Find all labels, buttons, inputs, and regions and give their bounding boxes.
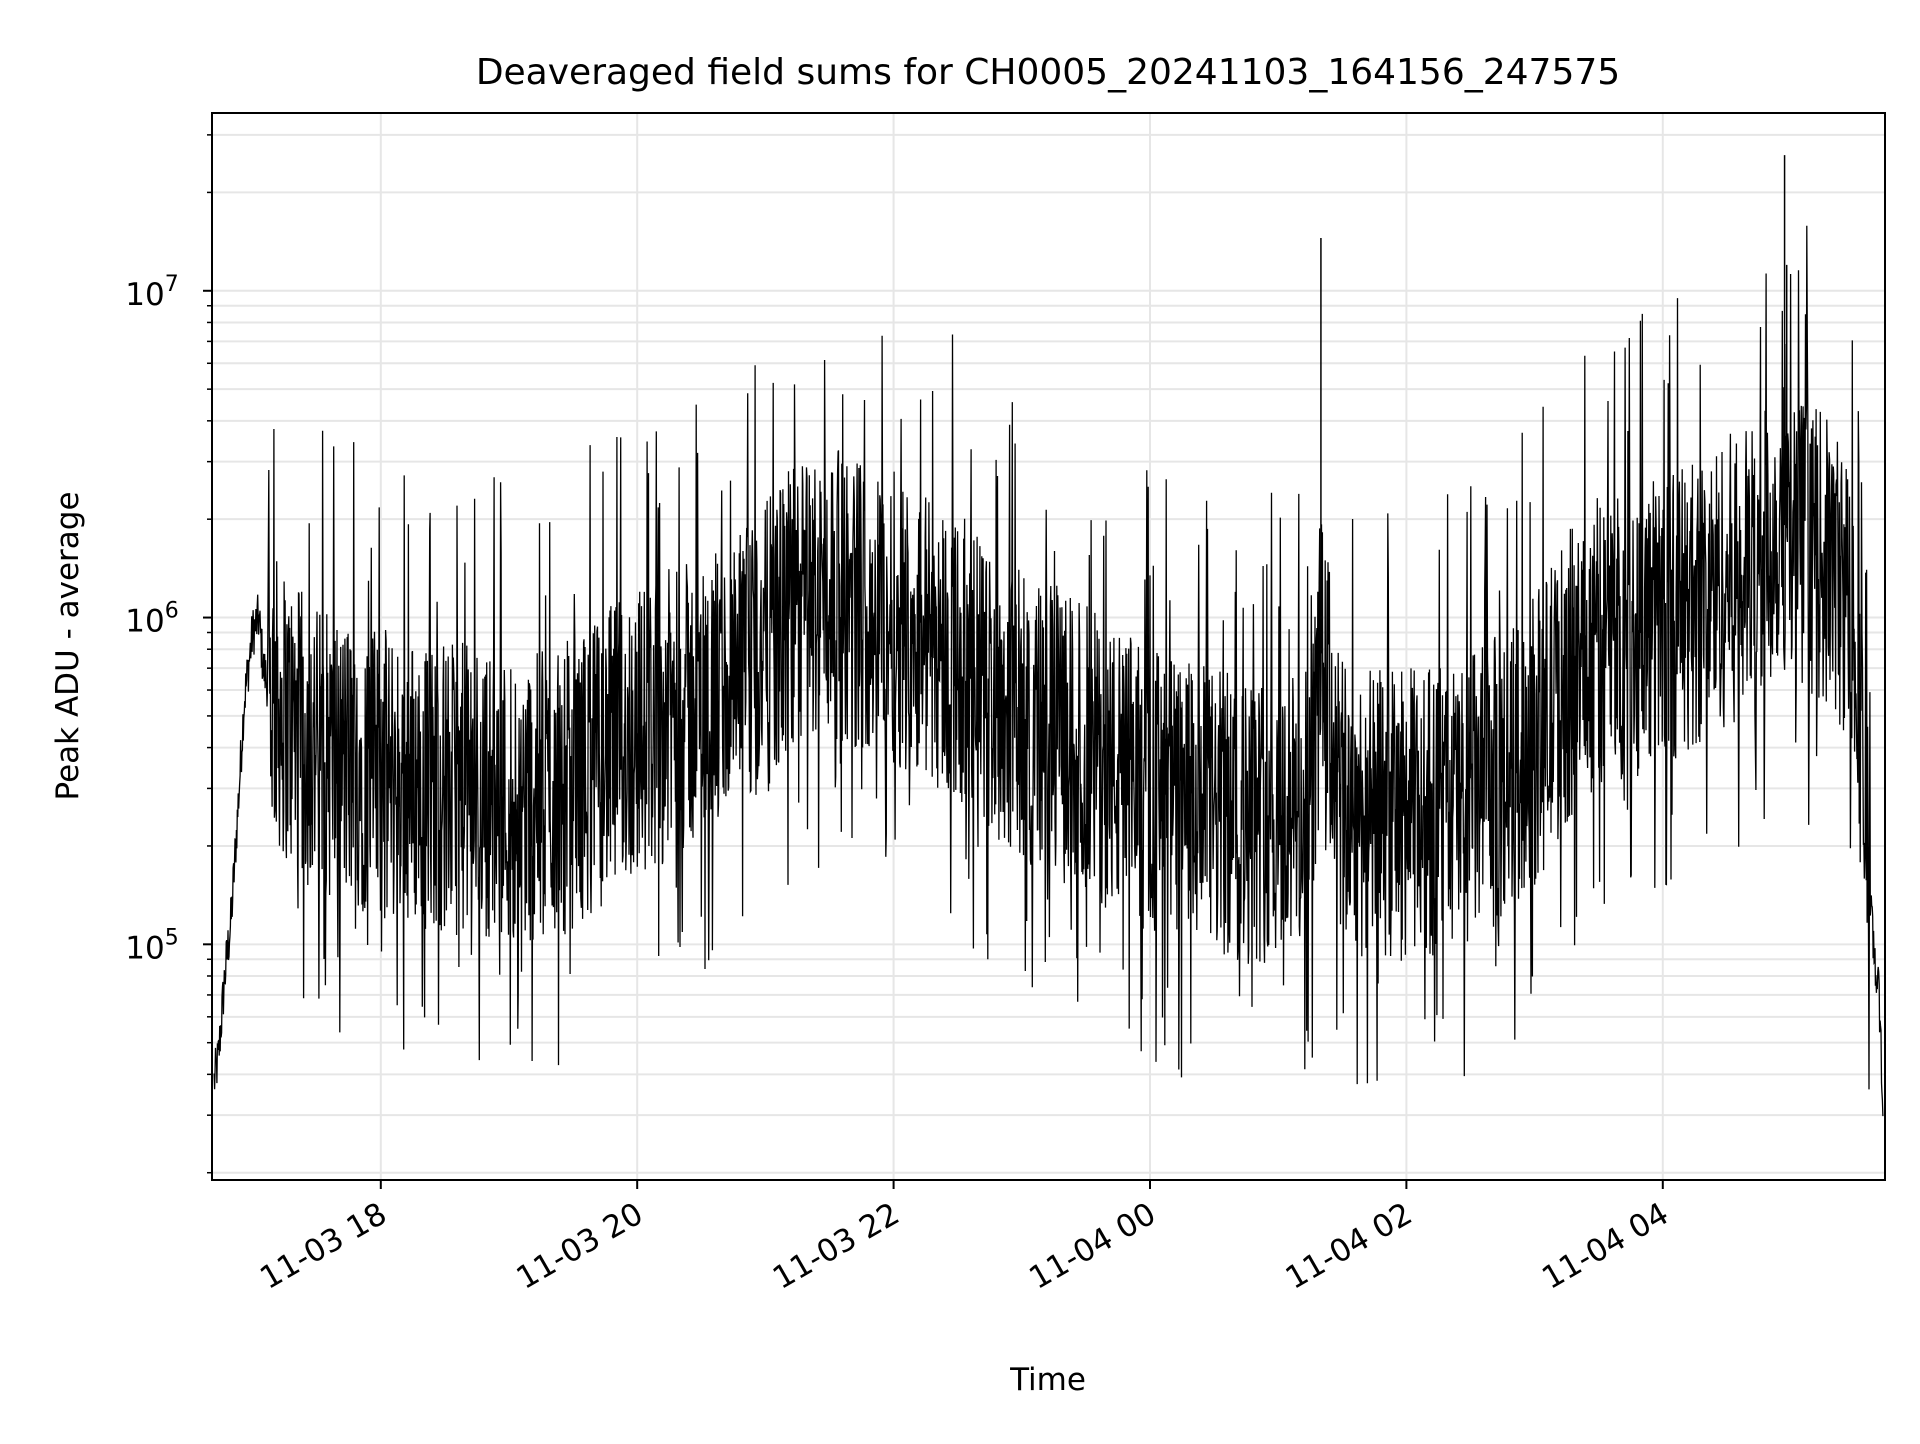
series-layer xyxy=(213,155,1884,1117)
series-line xyxy=(213,225,1884,1117)
y-tick-label: 107 xyxy=(125,272,178,313)
y-tick-label: 106 xyxy=(125,599,178,640)
y-axis-label: Peak ADU - average xyxy=(50,491,86,800)
x-axis-label: Time xyxy=(1009,1362,1086,1398)
plot-frame xyxy=(211,112,1886,1181)
y-tick-label: 105 xyxy=(125,925,178,966)
chart-title: Deaveraged field sums for CH0005_2024110… xyxy=(476,52,1620,93)
